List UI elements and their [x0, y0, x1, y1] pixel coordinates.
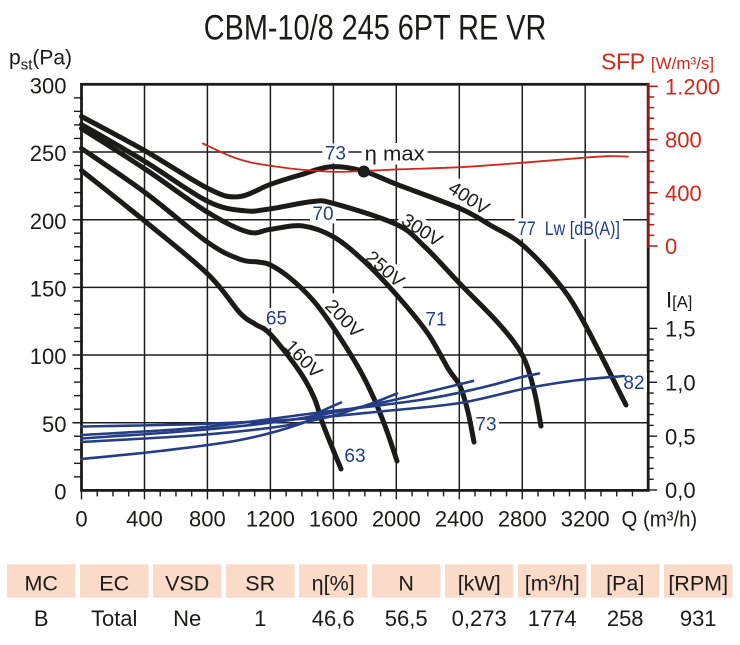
svg-text:1,0: 1,0 [665, 371, 696, 396]
svg-text:65: 65 [266, 308, 287, 329]
svg-text:SR: SR [245, 572, 275, 596]
svg-text:931: 931 [680, 606, 717, 631]
svg-text:[RPM]: [RPM] [668, 572, 728, 596]
svg-text:1200: 1200 [246, 507, 295, 532]
svg-text:B: B [34, 606, 49, 631]
svg-text:70: 70 [312, 204, 333, 225]
svg-text:800: 800 [189, 507, 226, 532]
svg-text:71: 71 [425, 309, 446, 330]
svg-text:2400: 2400 [435, 507, 484, 532]
svg-text:1774: 1774 [528, 606, 577, 631]
svg-text:150: 150 [30, 277, 67, 302]
svg-text:400: 400 [126, 507, 163, 532]
svg-text:Total: Total [91, 606, 137, 631]
svg-text:800: 800 [665, 128, 702, 153]
svg-text:46,6: 46,6 [312, 606, 355, 631]
svg-text:[W/m³/s]: [W/m³/s] [651, 54, 714, 73]
svg-text:0: 0 [75, 507, 87, 532]
svg-text:CBM-10/8 245 6PT RE VR: CBM-10/8 245 6PT RE VR [204, 9, 547, 48]
svg-text:1.200: 1.200 [665, 75, 720, 100]
svg-text:[kW]: [kW] [458, 572, 501, 596]
svg-text:63: 63 [344, 446, 365, 467]
svg-text:MC: MC [24, 572, 57, 596]
svg-text:0: 0 [54, 480, 66, 505]
svg-text:3200: 3200 [561, 507, 610, 532]
svg-text:73: 73 [475, 414, 496, 435]
svg-text:1: 1 [254, 606, 266, 631]
svg-text:0: 0 [665, 234, 677, 259]
svg-text:SFP: SFP [601, 49, 645, 75]
svg-text:200: 200 [30, 209, 67, 234]
svg-text:258: 258 [607, 606, 644, 631]
svg-text:1,5: 1,5 [665, 317, 696, 342]
svg-text:400: 400 [665, 181, 702, 206]
svg-text:0,273: 0,273 [452, 606, 507, 631]
svg-text:50: 50 [42, 412, 66, 437]
svg-text:EC: EC [99, 572, 129, 596]
svg-text:Ne: Ne [173, 606, 201, 631]
svg-text:100: 100 [30, 344, 67, 369]
svg-text:73: 73 [325, 144, 346, 165]
svg-text:300: 300 [30, 74, 67, 99]
svg-text:η max: η max [365, 143, 425, 165]
svg-text:0,5: 0,5 [665, 424, 696, 449]
svg-text:pst(Pa): pst(Pa) [9, 47, 72, 74]
svg-text:2000: 2000 [372, 507, 421, 532]
svg-text:η[%]: η[%] [312, 572, 355, 596]
svg-text:Q (m³/h): Q (m³/h) [622, 507, 698, 532]
svg-text:0,0: 0,0 [665, 478, 696, 503]
svg-text:250: 250 [30, 141, 67, 166]
svg-text:77 Lw [dB(A)]: 77 Lw [dB(A)] [518, 219, 620, 240]
svg-text:N: N [398, 572, 414, 596]
svg-text:82: 82 [623, 373, 644, 394]
svg-text:VSD: VSD [165, 572, 209, 596]
svg-text:[Pa]: [Pa] [606, 572, 644, 596]
svg-text:1600: 1600 [309, 507, 358, 532]
svg-text:56,5: 56,5 [385, 606, 428, 631]
svg-text:2800: 2800 [498, 507, 547, 532]
svg-text:[m³/h]: [m³/h] [525, 572, 580, 596]
